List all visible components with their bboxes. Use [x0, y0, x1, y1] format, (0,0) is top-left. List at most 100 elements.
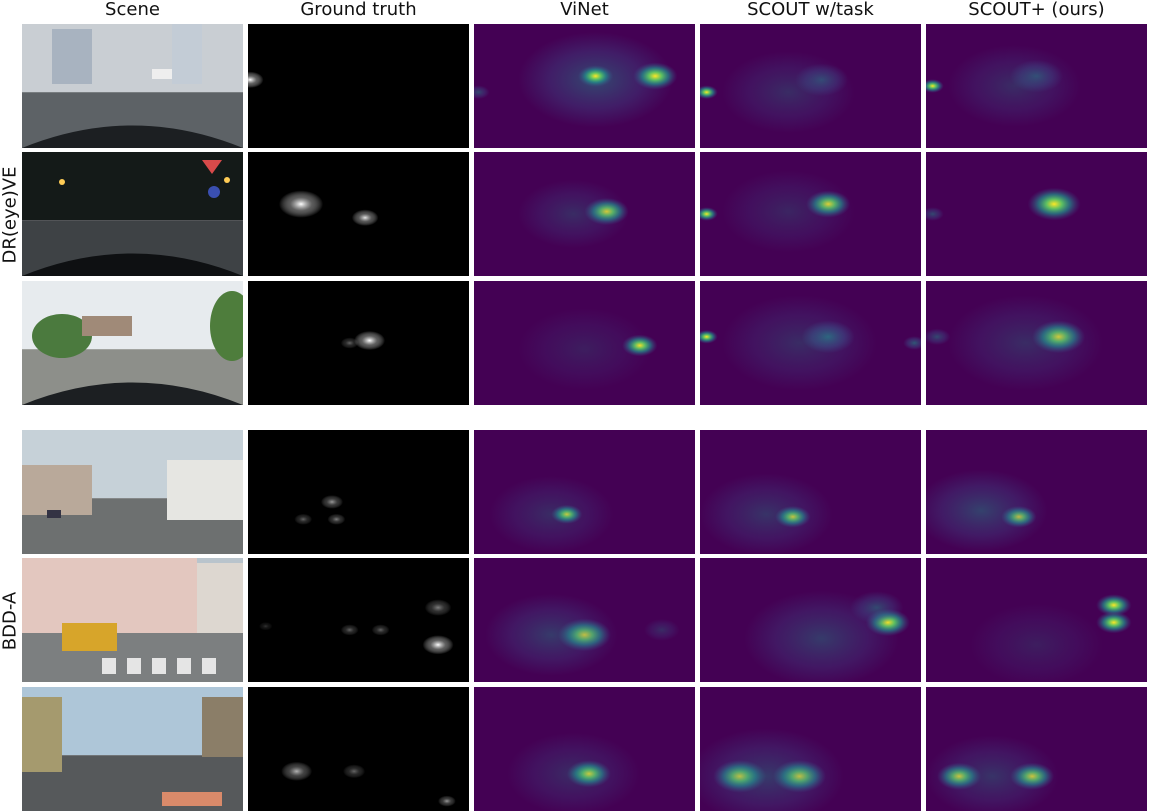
scene-image-3	[22, 430, 243, 554]
scene-building	[22, 697, 62, 772]
saliency-blob	[340, 624, 359, 636]
saliency-blob	[1027, 187, 1081, 221]
scene-sign	[202, 160, 222, 174]
scene-car	[47, 510, 61, 518]
scene-crosswalk	[177, 658, 191, 674]
heatmap-background	[248, 430, 469, 554]
column-header-gt: Ground truth	[300, 0, 417, 20]
column-header-scout_plus: SCOUT+ (ours)	[968, 0, 1105, 20]
scene-building	[22, 465, 92, 515]
saliency-blob	[926, 469, 1048, 552]
saliency-blob	[722, 170, 855, 253]
saliency-blob	[371, 624, 390, 636]
cell-gt-row-0	[248, 24, 469, 148]
saliency-map-3	[474, 430, 695, 554]
cell-vinet-row-2	[474, 281, 695, 405]
cell-gt-row-3	[248, 430, 469, 554]
saliency-blob	[320, 495, 344, 509]
column-header-vinet: ViNet	[560, 0, 609, 20]
saliency-blob	[700, 329, 718, 344]
scene-image-5	[22, 687, 243, 811]
cell-gt-row-2	[248, 281, 469, 405]
saliency-blob	[340, 337, 359, 349]
scene-image-4	[22, 558, 243, 682]
saliency-map-2	[474, 281, 695, 405]
saliency-map-0	[700, 24, 921, 148]
saliency-blob	[722, 51, 855, 134]
saliency-map-0	[474, 24, 695, 148]
cell-scout_task-row-3	[700, 430, 921, 554]
heatmap-background	[248, 687, 469, 811]
saliency-map-4	[700, 558, 921, 682]
scene-streetlight	[59, 179, 65, 185]
scene-tree	[210, 291, 243, 361]
scene-sign	[162, 792, 222, 806]
scene-building	[82, 316, 132, 336]
scene-sign	[208, 186, 220, 198]
saliency-blob	[970, 603, 1103, 682]
cell-scout_task-row-2	[700, 281, 921, 405]
scene-crosswalk	[127, 658, 141, 674]
saliency-map-5	[474, 687, 695, 811]
cell-scout_plus-row-1	[926, 152, 1147, 276]
scene-crosswalk	[202, 658, 216, 674]
saliency-blob	[926, 79, 944, 93]
scene-car-hood	[22, 382, 243, 405]
saliency-blob	[1096, 611, 1132, 634]
saliency-map-2	[700, 281, 921, 405]
saliency-blob	[633, 62, 678, 90]
scene-building	[202, 697, 243, 757]
saliency-blob	[948, 45, 1081, 127]
saliency-blob	[722, 295, 877, 391]
heatmap-background	[248, 24, 469, 148]
saliency-map-4	[474, 558, 695, 682]
saliency-map-5	[700, 687, 921, 811]
saliency-blob	[1096, 594, 1132, 617]
cell-scene-row-2	[22, 281, 243, 405]
saliency-blob	[248, 71, 264, 88]
scene-building	[197, 563, 243, 633]
saliency-blob	[903, 336, 921, 350]
cell-gt-row-5	[248, 687, 469, 811]
group-label-0: DR(eye)VE	[0, 166, 21, 263]
saliency-blob	[424, 599, 452, 616]
column-header-scene: Scene	[105, 0, 160, 20]
column-header-scout_task: SCOUT w/task	[747, 0, 874, 20]
group-label-1: BDD-A	[0, 591, 21, 650]
scene-crosswalk	[102, 658, 116, 674]
saliency-blob	[259, 622, 273, 631]
saliency-map-2	[248, 281, 469, 405]
saliency-map-4	[926, 558, 1147, 682]
scene-building	[22, 558, 197, 633]
saliency-blob	[518, 179, 629, 249]
saliency-map-0	[248, 24, 469, 148]
saliency-map-3	[926, 430, 1147, 554]
saliency-map-0	[926, 24, 1147, 148]
cell-vinet-row-5	[474, 687, 695, 811]
cell-scout_plus-row-4	[926, 558, 1147, 682]
cell-scout_plus-row-5	[926, 687, 1147, 811]
saliency-blob	[351, 209, 379, 226]
saliency-blob	[489, 476, 614, 553]
saliency-blob	[327, 513, 346, 525]
saliency-blob	[926, 735, 1059, 811]
saliency-map-3	[700, 430, 921, 554]
cell-scene-row-0	[22, 24, 243, 148]
saliency-map-1	[700, 152, 921, 276]
saliency-map-4	[248, 558, 469, 682]
scene-streetlight	[224, 177, 230, 183]
cell-scout_plus-row-2	[926, 281, 1147, 405]
saliency-map-1	[474, 152, 695, 276]
saliency-map-5	[926, 687, 1147, 811]
scene-image-0	[22, 24, 243, 148]
saliency-blob	[926, 207, 944, 221]
saliency-blob	[700, 207, 718, 221]
cell-scout_plus-row-3	[926, 430, 1147, 554]
cell-vinet-row-1	[474, 152, 695, 276]
cell-gt-row-4	[248, 558, 469, 682]
scene-crosswalk	[152, 658, 166, 674]
scene-building	[52, 29, 92, 84]
cell-scout_task-row-4	[700, 558, 921, 682]
saliency-blob	[294, 513, 313, 525]
saliency-blob	[343, 764, 366, 779]
